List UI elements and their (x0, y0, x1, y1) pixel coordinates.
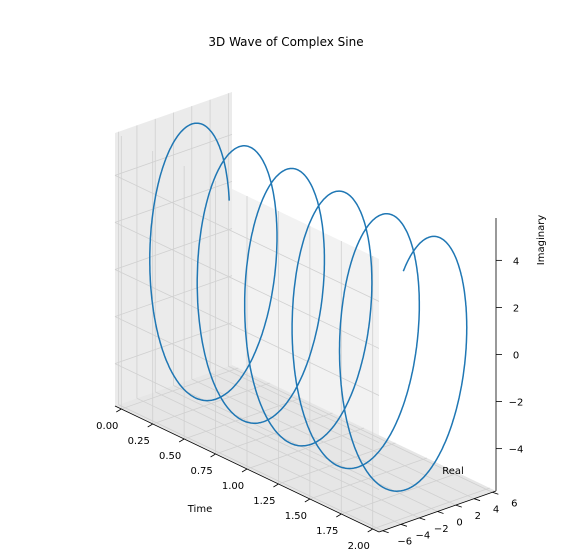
y-tick (455, 504, 462, 508)
axis-ticks: 0.00 0.25 0.50 0.75 1.00 1.25 1.50 1.75 2.00 −6 −4… (96, 256, 523, 552)
z-tick-label: −4 (509, 445, 524, 456)
grid-line-z-back (114, 275, 233, 317)
grid-line-z-back (114, 181, 233, 223)
chart-title: 3D Wave of Complex Sine (208, 35, 363, 49)
y-tick-label: 6 (511, 498, 517, 509)
y-tick (400, 523, 408, 527)
grid-line-z-back (114, 133, 233, 176)
grid-line-y-floor (155, 391, 420, 519)
x-tick-label: 0.00 (96, 421, 118, 432)
grid-line-z-left (114, 269, 380, 396)
grid-line-z-left (114, 175, 380, 302)
grid-line-y-floor (191, 378, 456, 506)
x-tick-label: 1.25 (253, 496, 275, 507)
grid-line-z-back (114, 228, 233, 270)
grid-line-z-left (114, 363, 380, 490)
grid-line-y-floor (136, 397, 402, 525)
y-tick-label: 4 (493, 505, 499, 516)
z-tick-label: −2 (509, 398, 524, 409)
grid-line-y-floor (228, 365, 493, 493)
z-axis-label: Imaginary (536, 215, 547, 266)
x-axis-label: Time (187, 504, 212, 515)
x-tick (304, 498, 311, 503)
x-tick-label: 0.50 (159, 451, 181, 462)
series-group (149, 122, 468, 492)
x-tick (147, 423, 153, 428)
x-tick-label: 1.00 (222, 481, 244, 492)
y-tick (473, 498, 481, 502)
y-tick (419, 517, 426, 521)
x-tick-label: 0.75 (190, 466, 212, 477)
x-tick-label: 2.00 (348, 541, 370, 552)
z-tick-label: 2 (513, 303, 519, 314)
y-axis-label: Real (442, 466, 464, 477)
x-tick-label: 0.25 (128, 436, 150, 447)
x-tick (210, 453, 216, 458)
x-tick (367, 528, 373, 533)
x-tick (273, 483, 279, 488)
x-tick (336, 513, 342, 518)
grid-line-z-back (114, 322, 233, 365)
y-tick-label: −6 (397, 537, 412, 548)
grid-line-y-floor (118, 404, 383, 532)
y-tick-label: 2 (475, 511, 481, 522)
x-tick-label: 1.50 (285, 511, 307, 522)
y-tick (437, 511, 444, 514)
x-tick (241, 468, 248, 473)
x-tick (116, 408, 122, 413)
series-line-0 (149, 122, 468, 492)
grid-line-y-floor (209, 372, 475, 500)
grid-line-z-left (114, 222, 380, 349)
y-tick-label: −4 (416, 530, 431, 541)
z-tick-label: 4 (513, 256, 519, 267)
y-tick-label: −2 (434, 524, 449, 535)
x-tick-label: 1.75 (316, 526, 338, 537)
y-tick (492, 491, 499, 495)
y-tick-label: 0 (456, 518, 462, 529)
z-tick-label: 0 (513, 351, 519, 362)
y-tick (382, 530, 389, 534)
x-tick (178, 438, 185, 443)
